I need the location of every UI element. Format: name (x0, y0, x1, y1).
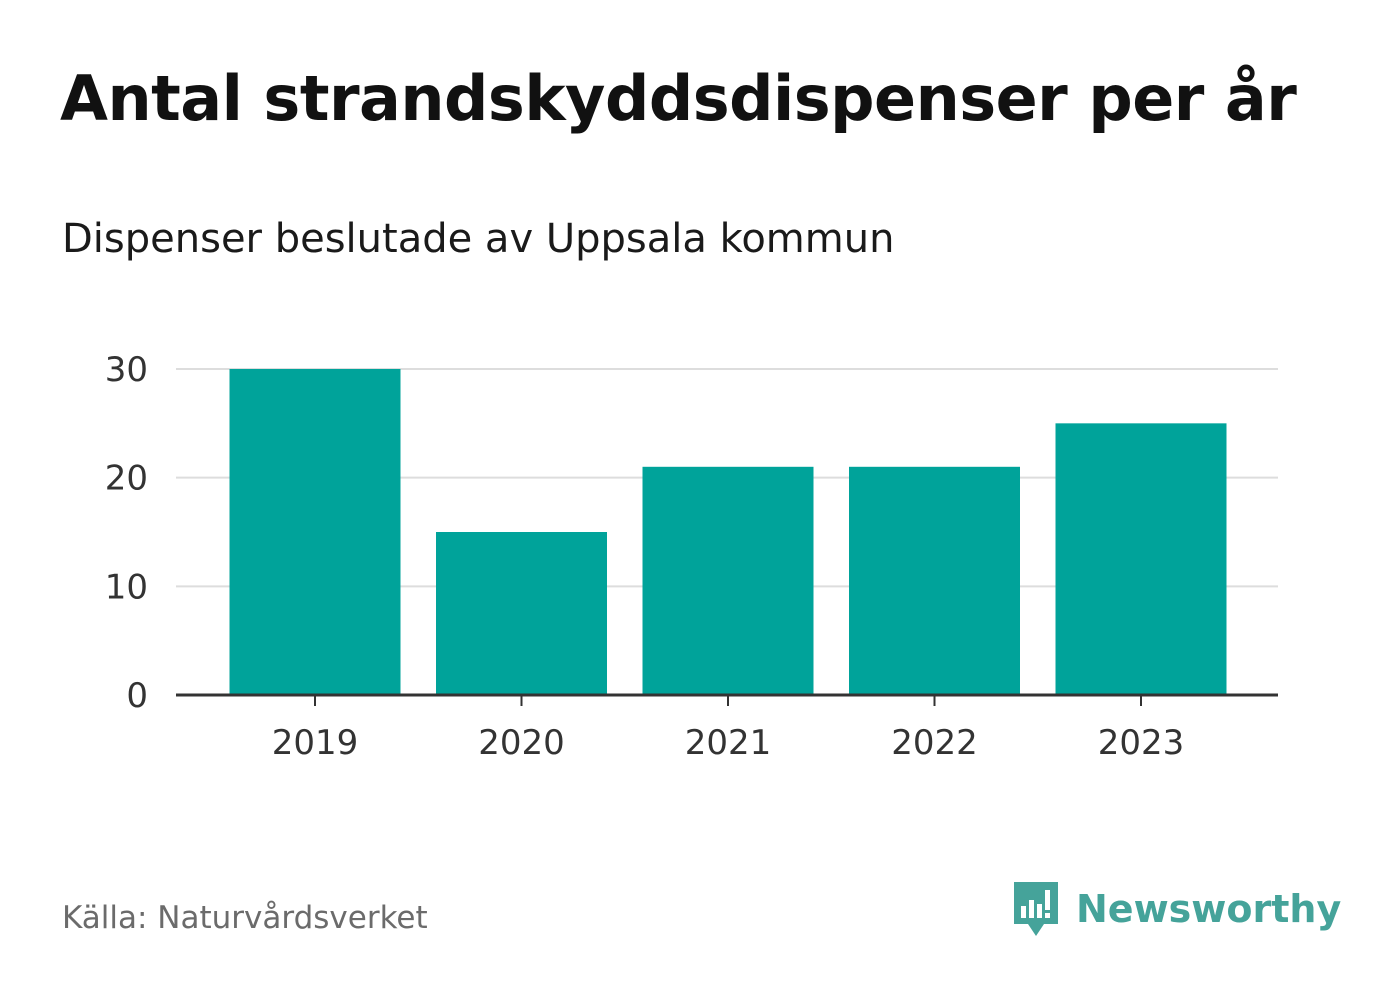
bar-2021 (642, 466, 814, 695)
y-tick-label: 10 (105, 567, 148, 607)
chart-subtitle: Dispenser beslutade av Uppsala kommun (62, 216, 895, 262)
x-tick-label: 2022 (891, 723, 978, 763)
newsworthy-logo-icon (1014, 882, 1058, 936)
bars (229, 369, 1227, 695)
source-note: Källa: Naturvårdsverket (62, 900, 428, 936)
bar-2020 (436, 532, 607, 695)
bar-2022 (849, 466, 1020, 695)
y-tick-label: 30 (105, 350, 148, 390)
bar-2023 (1055, 423, 1227, 695)
y-tick-label: 0 (126, 676, 148, 716)
bar-chart: 0 10 20 30 2019 2020 2021 2022 2023 (105, 350, 1278, 763)
bar-2019 (229, 369, 401, 695)
axes: 0 10 20 30 2019 2020 2021 2022 2023 (105, 350, 1278, 763)
y-tick-label: 20 (105, 459, 148, 499)
chart-title: Antal strandskyddsdispenser per år (60, 62, 1297, 135)
x-tick-label: 2019 (272, 723, 359, 763)
brand-logo: Newsworthy (1010, 878, 1341, 940)
x-tick-label: 2023 (1098, 723, 1185, 763)
x-tick-label: 2020 (478, 723, 565, 763)
x-tick-label: 2021 (685, 723, 772, 763)
brand-name: Newsworthy (1076, 887, 1342, 931)
